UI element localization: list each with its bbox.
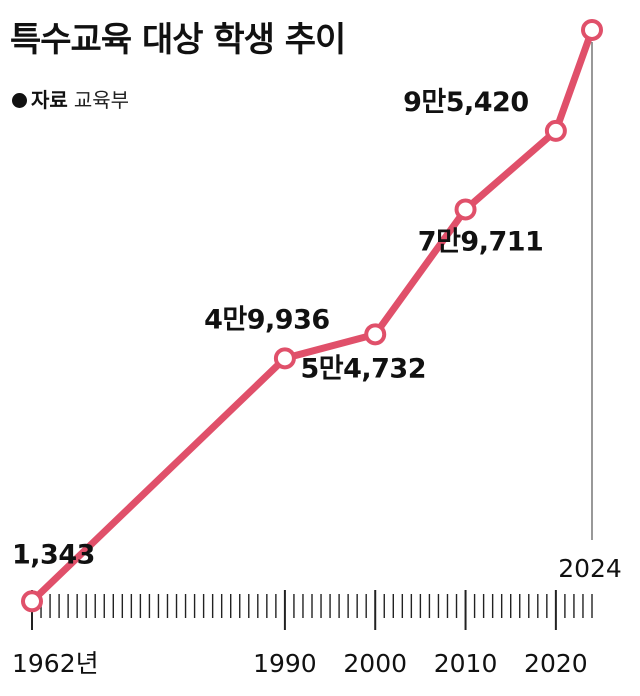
x-tick-label: 1990 (253, 649, 317, 678)
x-tick-label: 2010 (434, 649, 498, 678)
data-point (364, 323, 387, 346)
source-note: 자료 교육부 (12, 84, 129, 113)
data-point (21, 590, 43, 613)
source-value: 교육부 (73, 88, 130, 112)
data-point (454, 198, 477, 221)
data-point (544, 119, 567, 142)
data-label: 1,343 (12, 539, 95, 570)
source-label: 자료 (31, 88, 68, 112)
data-label: 7만9,711 (418, 226, 544, 257)
data-point (581, 18, 603, 41)
x-tick-label: 2020 (524, 649, 588, 678)
data-point (273, 347, 296, 370)
x-tick-label: 1962년 (12, 649, 99, 678)
x-tick-label: 2000 (343, 649, 407, 678)
data-label: 5만4,732 (300, 353, 426, 384)
data-label: 9만5,420 (403, 87, 529, 118)
chart-title: 특수교육 대상 학생 추이 (10, 20, 346, 60)
end-marker-label: 2024 (558, 554, 622, 583)
series-line (28, 26, 596, 605)
bullet-dot-icon (12, 93, 27, 108)
data-label: 4만9,936 (204, 304, 330, 335)
